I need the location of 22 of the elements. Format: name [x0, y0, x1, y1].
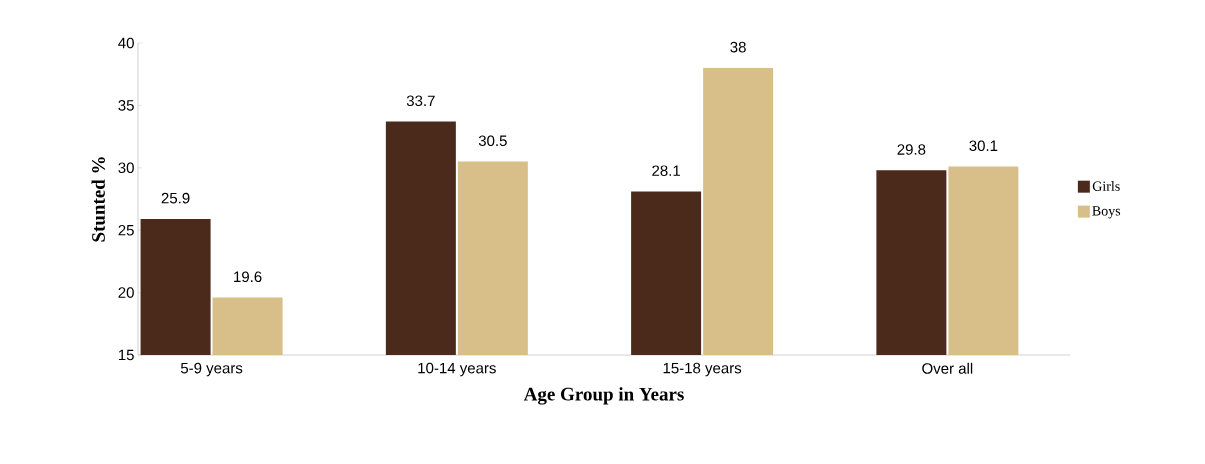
- x-axis-title: Age Group in Years: [523, 387, 684, 405]
- x-tick-label: Over all: [922, 362, 973, 374]
- legend-label: Boys: [1092, 206, 1121, 219]
- data-label: 38: [730, 41, 746, 53]
- y-axis-title: Stunted %: [91, 157, 105, 242]
- y-tick-label: 35: [118, 100, 134, 111]
- y-tick-label: 40: [118, 37, 134, 49]
- y-tick-label: 25: [118, 224, 134, 236]
- data-label: 19.6: [234, 271, 262, 283]
- x-tick-label: 15-18 years: [663, 362, 742, 377]
- x-tick-label: 10-14 years: [418, 362, 496, 377]
- y-tick-label: 20: [118, 287, 134, 298]
- data-label: 30.1: [969, 140, 998, 152]
- data-label: 25.9: [161, 192, 190, 204]
- data-label: 28.1: [652, 165, 680, 176]
- legend-label: Girls: [1092, 181, 1120, 191]
- data-label: 30.5: [478, 135, 507, 147]
- x-tick-label: 5-9 years: [180, 362, 243, 377]
- data-label: 33.7: [406, 95, 435, 107]
- y-tick-label: 15: [118, 349, 134, 361]
- y-tick-label: 30: [118, 162, 134, 174]
- data-label: 29.8: [897, 144, 926, 155]
